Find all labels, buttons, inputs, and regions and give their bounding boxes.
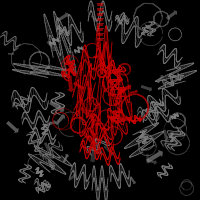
Polygon shape	[94, 64, 102, 71]
Polygon shape	[8, 53, 14, 55]
Polygon shape	[157, 75, 163, 83]
Polygon shape	[115, 116, 129, 124]
Polygon shape	[102, 81, 107, 92]
Polygon shape	[146, 154, 150, 163]
Polygon shape	[118, 84, 131, 94]
Polygon shape	[47, 41, 56, 51]
Polygon shape	[82, 131, 95, 144]
Polygon shape	[130, 177, 136, 184]
Polygon shape	[163, 130, 169, 142]
Polygon shape	[90, 130, 98, 141]
Polygon shape	[55, 115, 65, 125]
Polygon shape	[50, 101, 64, 112]
Polygon shape	[80, 107, 93, 119]
Polygon shape	[68, 174, 76, 181]
Polygon shape	[107, 115, 115, 123]
Polygon shape	[63, 154, 69, 162]
Polygon shape	[31, 142, 35, 145]
Polygon shape	[44, 142, 52, 153]
Polygon shape	[6, 121, 18, 133]
Polygon shape	[67, 61, 74, 72]
Polygon shape	[89, 88, 92, 96]
Polygon shape	[166, 11, 177, 19]
Polygon shape	[130, 90, 138, 94]
Polygon shape	[57, 13, 68, 22]
Polygon shape	[108, 70, 118, 74]
Polygon shape	[90, 119, 96, 129]
Polygon shape	[147, 159, 157, 164]
Polygon shape	[23, 60, 25, 66]
Polygon shape	[141, 85, 152, 91]
Polygon shape	[108, 94, 115, 97]
Polygon shape	[73, 82, 84, 90]
Polygon shape	[163, 102, 167, 110]
Polygon shape	[94, 55, 101, 58]
Polygon shape	[147, 150, 163, 163]
Polygon shape	[91, 144, 99, 162]
Polygon shape	[104, 145, 114, 155]
Polygon shape	[91, 15, 97, 21]
Polygon shape	[48, 160, 55, 170]
Polygon shape	[47, 120, 56, 126]
Polygon shape	[68, 76, 74, 92]
